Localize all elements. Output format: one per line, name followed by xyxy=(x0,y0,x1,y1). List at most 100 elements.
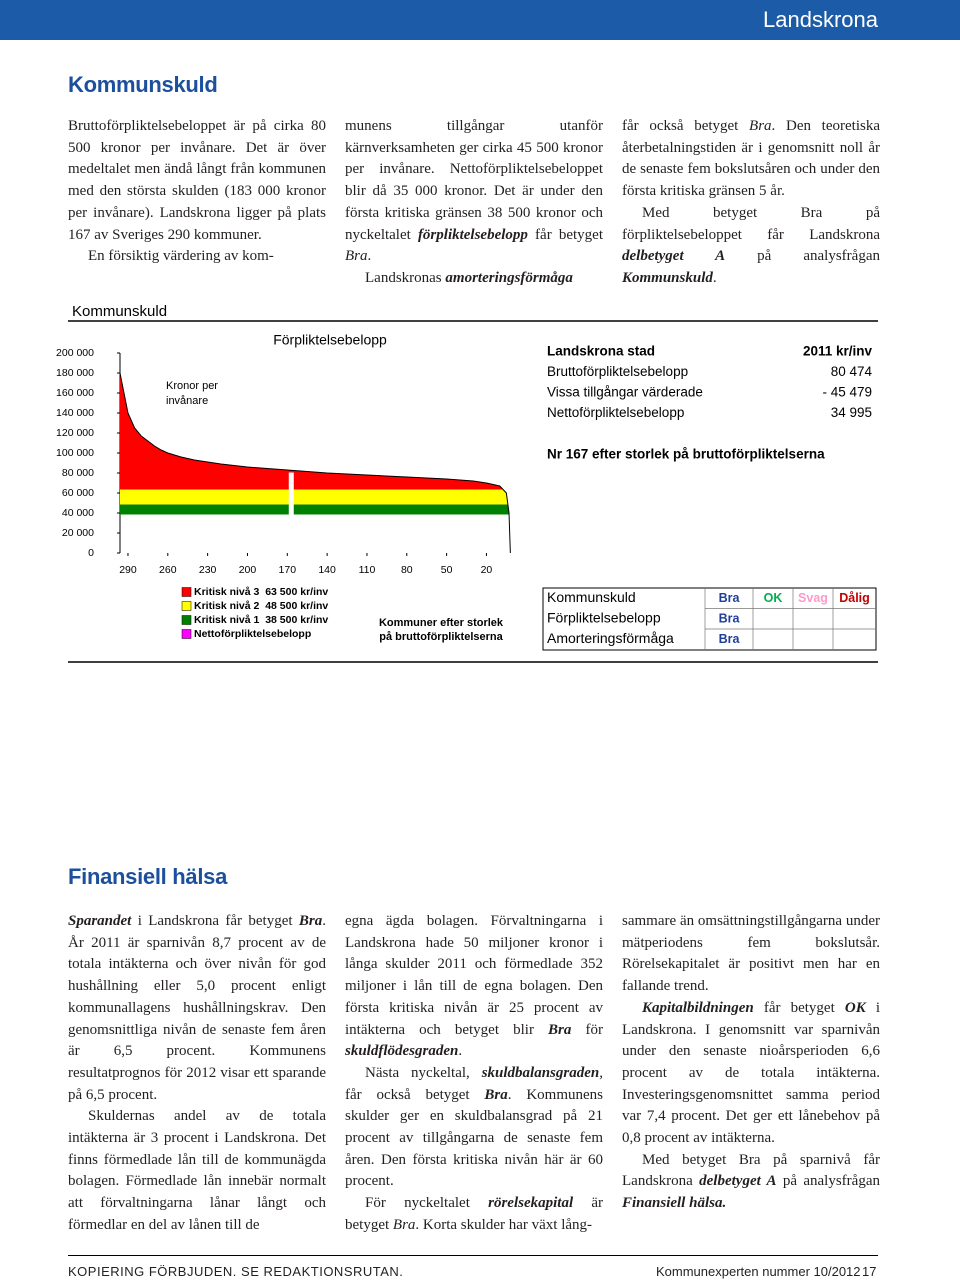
x-tick-label: 110 xyxy=(359,564,376,576)
x-tick-label: 290 xyxy=(119,564,137,576)
text-run: på analysfrågan xyxy=(725,248,880,265)
emphasis: förpliktelsebelopp xyxy=(417,226,528,243)
legend-label: Nettoförpliktelsebelopp xyxy=(194,628,311,640)
emphasis: Bra xyxy=(345,248,368,265)
rating-header: Dålig xyxy=(839,591,870,605)
legend-swatch xyxy=(181,601,192,611)
text-run: får också betyget xyxy=(622,118,750,134)
paragraph: Nästa nyckeltal, skuldbalansgraden, får … xyxy=(345,1063,603,1193)
emphasis: Kapitalbildningen xyxy=(642,999,754,1016)
paragraph: Med betyget Bra på förpliktelsebeloppet … xyxy=(622,203,880,290)
y-tick-label: 100 000 xyxy=(56,447,94,459)
chart-panel: Kommunskuld Förpliktelsebelopp Kronor pe… xyxy=(56,303,878,663)
text-column: får också betyget Bra. Den teoretiska åt… xyxy=(622,116,880,290)
text-run: . xyxy=(712,269,717,286)
paragraph: sammare än omsättningstillgångarna under… xyxy=(622,911,880,998)
x-tick-label: 170 xyxy=(279,564,297,576)
paragraph: får också betyget Bra. Den teoretiska åt… xyxy=(622,116,880,203)
info-label: Nettoförpliktelsebelopp xyxy=(547,405,684,420)
text-run: för xyxy=(571,1021,604,1038)
y-axis-label: Kronor per xyxy=(166,380,218,392)
text-run: , får också betyget xyxy=(345,1064,603,1103)
landskrona-marker xyxy=(288,472,294,553)
footer-notice: KOPIERING FÖRBJUDEN. SE REDAKTIONSRUTAN. xyxy=(68,1264,404,1279)
emphasis: skuldbalansgraden xyxy=(481,1064,600,1081)
legend-label: Kritisk nivå 1 38 500 kr/inv xyxy=(194,614,328,626)
x-tick-label: 20 xyxy=(481,564,493,576)
rating-header: Bra xyxy=(719,591,741,605)
text-run: Nästa nyckeltal, xyxy=(365,1064,482,1081)
rating-header: Svag xyxy=(798,591,828,605)
emphasis: delbetyget A xyxy=(622,248,726,265)
emphasis: OK xyxy=(844,999,866,1016)
x-tick-label: 140 xyxy=(318,564,336,576)
text-run: . xyxy=(367,248,372,265)
text-run: munens tillgångar utanför kärnverksamhet… xyxy=(345,118,603,243)
paragraph: Bruttoförpliktelsebeloppet är på cirka 8… xyxy=(68,116,326,246)
rating-header: OK xyxy=(764,591,783,605)
rating-header: Kommunskuld xyxy=(547,589,636,605)
chart-title: Förpliktelsebelopp xyxy=(273,332,387,348)
text-column: munens tillgångar utanför kärnverksamhet… xyxy=(345,116,603,290)
text-run: En försiktig värdering av kom- xyxy=(88,248,274,265)
text-run: Landskronas xyxy=(365,269,446,286)
text-column: egna ägda bolagen. Förvaltningarna i Lan… xyxy=(345,911,603,1237)
info-value: 80 474 xyxy=(831,364,873,379)
y-tick-label: 60 000 xyxy=(62,487,94,499)
emphasis: Finansiell hälsa. xyxy=(622,1195,727,1212)
paragraph: Sparandet i Landskrona får betyget Bra. … xyxy=(68,911,326,1106)
x-tick-label: 200 xyxy=(239,564,257,576)
text-run: får betyget xyxy=(753,999,845,1016)
x-tick-label: 230 xyxy=(199,564,217,576)
text-column: Sparandet i Landskrona får betyget Bra. … xyxy=(68,911,326,1237)
text-run: sammare än omsättningstillgångarna under… xyxy=(622,913,880,995)
level-band xyxy=(120,373,511,490)
rating-grade: Bra xyxy=(719,632,741,646)
text-run: Skuldernas andel av de totala intäkterna… xyxy=(68,1108,326,1233)
text-column: sammare än omsättningstillgångarna under… xyxy=(622,911,880,1215)
emphasis: amorteringsförmåga xyxy=(445,269,573,286)
paragraph: För nyckeltalet rörelsekapital är betyge… xyxy=(345,1193,603,1236)
text-run: i Landskrona får betyget xyxy=(131,913,299,929)
legend-label: Kritisk nivå 3 63 500 kr/inv xyxy=(194,586,328,598)
info-label: Vissa tillgångar värderade xyxy=(547,385,703,400)
paragraph: Med betyget Bra på sparnivå får Landskro… xyxy=(622,1150,880,1215)
x-tick-label: 80 xyxy=(401,564,413,576)
text-run: i Landskrona. I genomsnitt var sparnivån… xyxy=(622,999,880,1147)
level-band xyxy=(120,489,511,505)
emphasis: Bra xyxy=(484,1086,508,1103)
section-title: Finansiell hälsa xyxy=(68,864,228,889)
emphasis: skuldflödesgraden xyxy=(345,1043,459,1060)
emphasis: Bra xyxy=(749,118,772,134)
y-tick-label: 200 000 xyxy=(56,347,94,359)
y-tick-label: 40 000 xyxy=(62,507,94,519)
text-run: på analysfrågan xyxy=(776,1173,880,1190)
footer-rule xyxy=(68,1255,878,1256)
level-band xyxy=(120,504,511,515)
legend-swatch xyxy=(181,629,192,639)
paragraph: egna ägda bolagen. Förvaltningarna i Lan… xyxy=(345,911,603,1063)
text-run: egna ägda bolagen. Förvaltningarna i Lan… xyxy=(345,913,603,1038)
x-tick-label: 50 xyxy=(441,564,453,576)
legend-label: Kritisk nivå 2 48 500 kr/inv xyxy=(194,600,328,612)
paragraph: Skuldernas andel av de totala intäkterna… xyxy=(68,1106,326,1236)
header-title: Landskrona xyxy=(763,7,878,32)
text-run: Bruttoförpliktelsebeloppet är på cirka 8… xyxy=(68,118,326,243)
legend-swatch xyxy=(181,615,192,625)
emphasis: Bra xyxy=(298,913,323,929)
paragraph: Landskronas amorteringsförmåga xyxy=(345,268,603,290)
text-run: . xyxy=(458,1043,463,1060)
rating-frame xyxy=(542,587,877,651)
text-run: får betyget xyxy=(527,226,603,243)
section-title: Kommunskuld xyxy=(68,72,218,97)
emphasis: Bra xyxy=(392,1216,416,1233)
text-run: Med betyget Bra på sparnivå får Landskro… xyxy=(622,1151,880,1190)
text-run: . År 2011 är sparnivån 8,7 procent av de… xyxy=(68,913,326,1103)
x-axis-label: Kommuner efter storlek xyxy=(379,617,504,629)
paragraph: munens tillgångar utanför kärnverksamhet… xyxy=(345,116,603,268)
x-tick-label: 260 xyxy=(159,564,177,576)
page-number: 17 xyxy=(862,1264,877,1279)
text-run: . Kommunens skulder ger en skuldbalansgr… xyxy=(345,1086,603,1190)
rating-label: Förpliktelsebelopp xyxy=(547,610,661,626)
rating-label: Amorteringsförmåga xyxy=(547,630,674,646)
